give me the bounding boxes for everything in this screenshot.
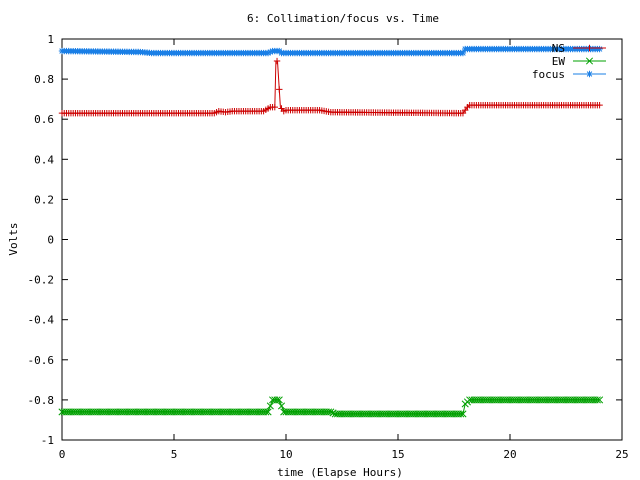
y-tick-label: -1: [41, 434, 54, 447]
x-tick-label: 25: [615, 448, 628, 461]
data-point: [273, 57, 281, 65]
y-axis-label: Volts: [7, 222, 20, 255]
series-ns: [58, 57, 603, 117]
data-point: [596, 396, 604, 404]
data-point: [459, 410, 467, 418]
x-tick-label: 10: [279, 448, 292, 461]
x-axis-label: time (Elapse Hours): [277, 466, 403, 479]
data-point: [266, 402, 274, 410]
data-point: [325, 408, 333, 416]
data-point: [329, 409, 337, 417]
series-ew: [58, 396, 604, 418]
data-point: [273, 396, 281, 404]
y-tick-label: -0.2: [28, 274, 55, 287]
y-tick-label: 0.8: [34, 73, 54, 86]
chart-title: 6: Collimation/focus vs. Time: [247, 12, 439, 25]
data-point: [327, 408, 335, 416]
data-point: [262, 408, 270, 416]
y-tick-label: -0.8: [28, 394, 55, 407]
legend-label: NS: [552, 42, 565, 55]
data-point: [277, 402, 286, 410]
data-point: [276, 86, 283, 93]
data-point: [596, 45, 603, 53]
x-tick-label: 20: [503, 448, 516, 461]
legend-label: EW: [552, 55, 566, 68]
y-ticks: -1 -0.8 -0.6 -0.4 -0.2 0 0.2 0.4 0.6 0.8 1: [28, 33, 622, 447]
plot-frame: [61, 38, 623, 441]
y-tick-label: 0.6: [34, 113, 54, 126]
y-tick-label: 0: [47, 234, 54, 247]
x-tick-label: 5: [171, 448, 178, 461]
legend-swatch-marker: [586, 70, 593, 78]
series-layer: [58, 45, 604, 418]
y-tick-label: 0.4: [34, 153, 54, 166]
y-tick-label: -0.4: [28, 314, 55, 327]
data-point: [264, 49, 272, 57]
y-tick-label: 1: [47, 33, 54, 46]
x-tick-label: 15: [391, 448, 404, 461]
legend-swatch-marker: [586, 44, 593, 52]
x-ticks: 0 5 10 15 20 25: [59, 39, 629, 461]
legend-label: focus: [532, 68, 565, 81]
y-tick-label: -0.6: [28, 354, 55, 367]
data-point: [596, 101, 603, 109]
data-point: [271, 103, 278, 111]
data-point: [593, 396, 601, 404]
data-point: [459, 49, 467, 57]
y-tick-label: 0.2: [34, 193, 54, 206]
series-focus: [58, 45, 603, 57]
x-tick-label: 0: [59, 448, 66, 461]
data-point: [267, 48, 274, 56]
legend-swatch-marker: [585, 57, 594, 65]
data-point: [264, 408, 272, 416]
data-point: [457, 410, 465, 418]
data-point: [275, 396, 283, 404]
